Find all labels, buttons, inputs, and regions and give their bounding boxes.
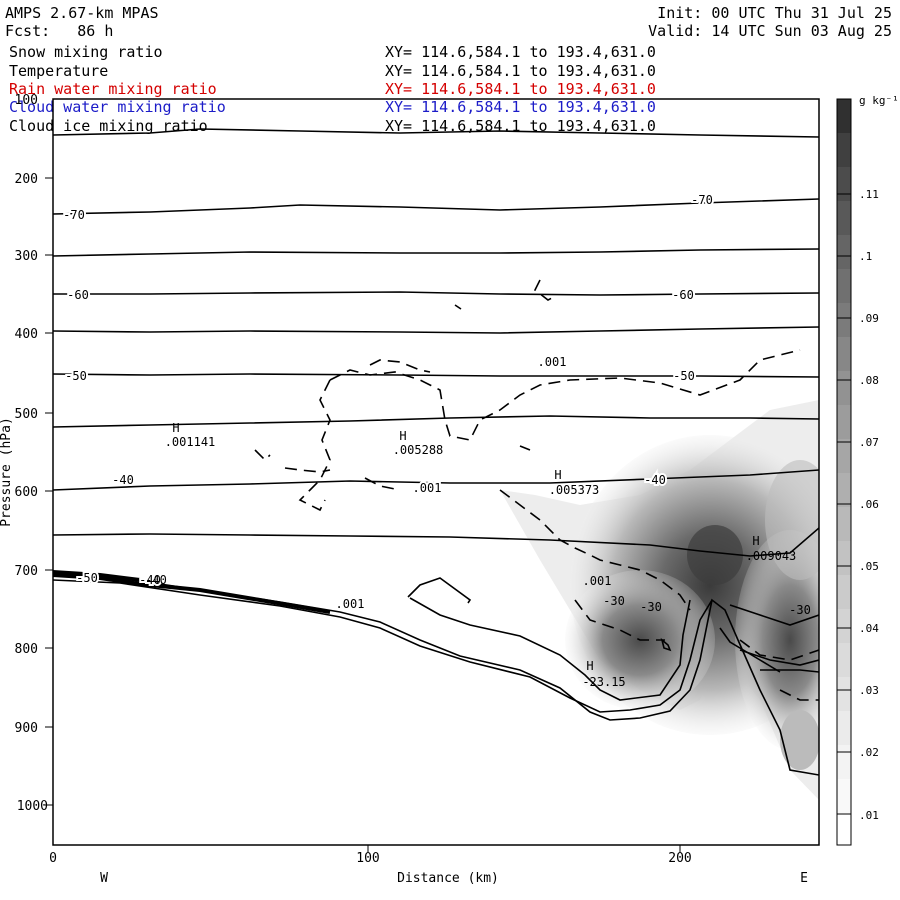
surface-contours <box>53 570 331 614</box>
y-axis <box>45 177 53 806</box>
x-tick-label: 100 <box>356 851 379 866</box>
temp-label: -60 <box>67 288 89 302</box>
temp-label: -50 <box>65 369 87 383</box>
colorbar-tick: .07 <box>859 436 879 449</box>
y-tick-label: 700 <box>15 564 38 579</box>
max-symbol: H <box>586 659 593 673</box>
field-temp-name: Temperature <box>9 62 109 80</box>
colorbar-tick: .04 <box>859 622 879 635</box>
temp-label: -40 <box>112 473 134 487</box>
max-value: .001141 <box>165 435 216 449</box>
temp-label: -40 <box>644 473 666 487</box>
x-tick-label: 200 <box>668 851 691 866</box>
maxima-labels: H .001141 H .005288 H .005373 H .009043 … <box>165 421 797 689</box>
field-rain-name: Rain water mixing ratio <box>9 80 217 98</box>
colorbar-unit: g kg⁻¹ <box>859 94 899 107</box>
temp-label: -70 <box>63 208 85 222</box>
max-value: -23.15 <box>582 675 625 689</box>
colorbar-ticks <box>837 193 851 815</box>
field-ice-name: Cloud ice mixing ratio <box>9 117 208 135</box>
field-rain-xy: XY= 114.6,584.1 to 193.4,631.0 <box>385 80 656 98</box>
temp-label: -50 <box>673 369 695 383</box>
ice-label: .001 <box>336 597 365 611</box>
shaded-field <box>500 400 819 800</box>
ice-label: .001 <box>583 574 612 588</box>
colorbar <box>836 98 852 846</box>
field-ice-xy: XY= 114.6,584.1 to 193.4,631.0 <box>385 117 656 135</box>
x-axis <box>367 845 681 853</box>
colorbar-tick: .03 <box>859 684 879 697</box>
ice-label: .001 <box>413 481 442 495</box>
y-tick-label: 600 <box>15 485 38 500</box>
valid-time: Valid: 14 UTC Sun 03 Aug 25 <box>648 22 892 40</box>
y-axis-label: Pressure (hPa) <box>0 417 14 527</box>
colorbar-tick: .06 <box>859 498 879 511</box>
colorbar-tick: .01 <box>859 809 879 822</box>
temp-label: -70 <box>691 193 713 207</box>
model-title: AMPS 2.67-km MPAS <box>5 4 159 22</box>
colorbar-tick: .11 <box>859 188 879 201</box>
cloud-ice-contours <box>254 279 819 701</box>
ice-label: .001 <box>538 355 567 369</box>
y-tick-label: 800 <box>15 642 38 657</box>
field-cloudwater-xy: XY= 114.6,584.1 to 193.4,631.0 <box>385 98 656 116</box>
temp-label: -40 <box>139 573 161 587</box>
contour-labels: -70 -70 -60 -60 -50 -50 -40 -40 .001 .00… <box>61 191 811 617</box>
max-symbol: H <box>554 468 561 482</box>
temp-label: -40 <box>145 573 167 587</box>
colorbar-tick: .05 <box>859 560 879 573</box>
y-tick-label: 400 <box>15 327 38 342</box>
temp-label: -60 <box>672 288 694 302</box>
init-time: Init: 00 UTC Thu 31 Jul 25 <box>657 4 892 22</box>
temperature-contours <box>53 128 819 776</box>
field-cloudwater-name: Cloud water mixing ratio <box>9 98 226 116</box>
colorbar-tick: .02 <box>859 746 879 759</box>
y-tick-label: 200 <box>15 172 38 187</box>
max-value: .005288 <box>393 443 444 457</box>
max-symbol: H <box>172 421 179 435</box>
y-tick-label: 300 <box>15 249 38 264</box>
x-tick-label: 0 <box>49 851 57 866</box>
max-symbol: H <box>399 429 406 443</box>
plot-frame <box>52 98 820 846</box>
x-axis-label: Distance (km) <box>397 871 499 886</box>
y-tick-label: 500 <box>15 407 38 422</box>
max-symbol: H <box>752 534 759 548</box>
west-label: W <box>100 871 108 886</box>
max-value: .009043 <box>746 549 797 563</box>
field-snow-xy: XY= 114.6,584.1 to 193.4,631.0 <box>385 43 656 61</box>
y-tick-label: 1000 <box>17 799 48 814</box>
y-tick-label: 900 <box>15 721 38 736</box>
colorbar-tick: .1 <box>859 250 872 263</box>
max-value: .005373 <box>549 483 600 497</box>
colorbar-tick: .08 <box>859 374 879 387</box>
east-label: E <box>800 871 808 886</box>
field-temp-xy: XY= 114.6,584.1 to 193.4,631.0 <box>385 62 656 80</box>
temp-label: -30 <box>640 600 662 614</box>
forecast-hour: Fcst: 86 h <box>5 22 114 40</box>
temp-label: -30 <box>603 594 625 608</box>
field-snow-name: Snow mixing ratio <box>9 43 163 61</box>
temp-label: -50 <box>76 571 98 585</box>
temp-label: -30 <box>789 603 811 617</box>
y-tick-100: 100 <box>15 93 38 108</box>
colorbar-tick: .09 <box>859 312 879 325</box>
